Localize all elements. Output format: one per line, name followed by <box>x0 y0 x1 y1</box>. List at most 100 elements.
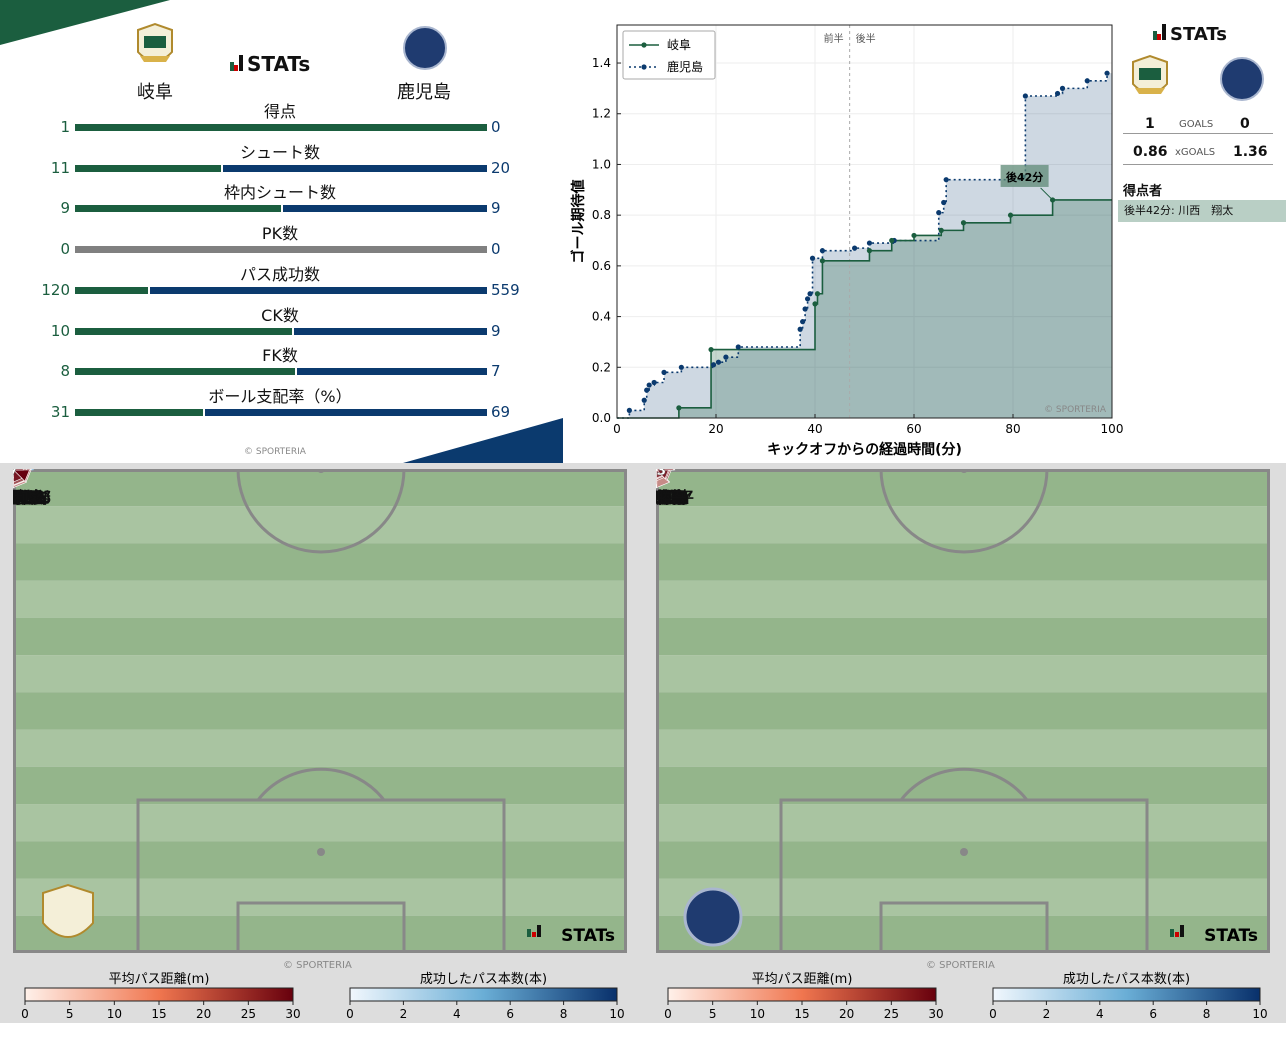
data-point-home <box>820 258 825 263</box>
stat-away-value: 7 <box>491 362 501 380</box>
data-point-home <box>961 220 966 225</box>
player-name: 大西勝吾 <box>656 489 687 507</box>
stat-away-value: 20 <box>491 159 510 177</box>
home-xg: 0.86 <box>1133 144 1168 160</box>
data-point-away <box>1060 86 1065 91</box>
legend-label: 鹿児島 <box>667 59 703 74</box>
first-half-label: 前半 <box>824 32 844 45</box>
colorbar-gradient <box>350 988 617 1001</box>
away-team-name: 鹿児島 <box>384 78 464 104</box>
colorbar-tick-label: 0 <box>21 1007 29 1021</box>
stat-label: PK数 <box>180 220 380 244</box>
stat-home-value: 8 <box>10 362 70 380</box>
colorbar-tick-label: 8 <box>560 1007 568 1021</box>
y-tick-label: 1.0 <box>592 157 611 171</box>
colorbar-tick-label: 10 <box>107 1007 122 1021</box>
data-point-away <box>647 382 652 387</box>
brand-mark <box>537 925 541 937</box>
stat-away-value: 69 <box>491 403 510 421</box>
stats-brand-logo: STATs <box>1153 24 1227 45</box>
colorbar-tick-label: 4 <box>453 1007 461 1021</box>
data-point-away <box>803 306 808 311</box>
kagoshima-crest-icon <box>403 26 447 70</box>
pitch-stripe <box>656 804 1270 841</box>
stat-label: FK数 <box>180 342 380 366</box>
x-tick-label: 20 <box>708 422 723 436</box>
colorbar-title: 成功したパス本数(本) <box>1063 972 1190 987</box>
colorbar-tick-label: 10 <box>750 1007 765 1021</box>
data-point-away <box>644 388 649 393</box>
brand-mark <box>527 929 531 937</box>
pitch-stripe <box>656 879 1270 916</box>
pitch-stripe <box>13 692 627 729</box>
data-point-home <box>708 347 713 352</box>
data-point-away <box>805 296 810 301</box>
stat-bar-away <box>294 328 487 335</box>
pitch-stripe <box>13 618 627 655</box>
second-half-label: 後半 <box>856 32 876 45</box>
stat-home-value: 31 <box>10 403 70 421</box>
stat-bar <box>75 205 487 212</box>
colorbar-gradient <box>668 988 936 1001</box>
pitch-stripe <box>13 767 627 804</box>
goals-label: GOALS <box>1179 119 1213 130</box>
goals-row: 1 GOALS 0 <box>1123 116 1273 134</box>
colorbar-title: 成功したパス本数(本) <box>420 972 547 987</box>
gifu-crest-icon <box>134 22 176 72</box>
data-point-away <box>642 398 647 403</box>
data-point-away <box>723 355 728 360</box>
y-tick-label: 0.8 <box>592 208 611 222</box>
stats-brand-logo: STATs <box>1204 926 1258 946</box>
colorbar-tick-label: 15 <box>794 1007 809 1021</box>
data-point-away <box>1085 78 1090 83</box>
stat-bar-away <box>205 409 487 416</box>
data-point-away <box>679 365 684 370</box>
stat-bar <box>75 328 487 335</box>
pitch-stripe <box>13 804 627 841</box>
stat-bar-home <box>75 165 221 172</box>
pitch-stripe <box>656 618 1270 655</box>
stat-bar-home <box>75 409 203 416</box>
stat-bar-home <box>75 368 295 375</box>
pitch-stripe <box>13 879 627 916</box>
data-point-home <box>812 301 817 306</box>
data-point-away <box>716 360 721 365</box>
stat-bar-home <box>75 328 292 335</box>
data-point-away <box>810 256 815 261</box>
brand-mark <box>1180 925 1184 937</box>
colorbar-tick-label: 10 <box>1252 1007 1267 1021</box>
colorbar-tick-label: 4 <box>1096 1007 1104 1021</box>
pitch-stripe <box>656 543 1270 580</box>
x-tick-label: 80 <box>1005 422 1020 436</box>
data-point-away <box>1055 91 1060 96</box>
data-point-away <box>711 362 716 367</box>
brand-mark <box>1170 929 1174 937</box>
stat-home-value: 10 <box>10 322 70 340</box>
data-point-home <box>911 233 916 238</box>
stat-home-value: 1 <box>10 118 70 136</box>
pitch-stripe <box>656 730 1270 767</box>
colorbar-tick-label: 8 <box>1203 1007 1211 1021</box>
y-tick-label: 0.2 <box>592 360 611 374</box>
colorbar-tick-label: 25 <box>241 1007 256 1021</box>
stat-bar <box>75 246 487 253</box>
data-point-home <box>889 238 894 243</box>
y-tick-label: 1.2 <box>592 107 611 121</box>
colorbar-tick-label: 15 <box>151 1007 166 1021</box>
home-pass-network-pitch: 10山内寛史19川西翔太32吉濱遼平22橋本和19中島賢星27大西遼太郎19船津… <box>13 469 627 953</box>
brand-mark <box>532 932 536 937</box>
penalty-spot <box>317 848 325 856</box>
copyright: © SPORTERIA <box>244 447 306 457</box>
brand-mark <box>1175 932 1179 937</box>
colorbar-tick-label: 30 <box>928 1007 943 1021</box>
colorbar-tick-label: 2 <box>400 1007 408 1021</box>
home-goals: 1 <box>1145 116 1155 132</box>
data-point-away <box>798 327 803 332</box>
data-point-away <box>736 344 741 349</box>
player-number: 23 <box>656 469 666 479</box>
